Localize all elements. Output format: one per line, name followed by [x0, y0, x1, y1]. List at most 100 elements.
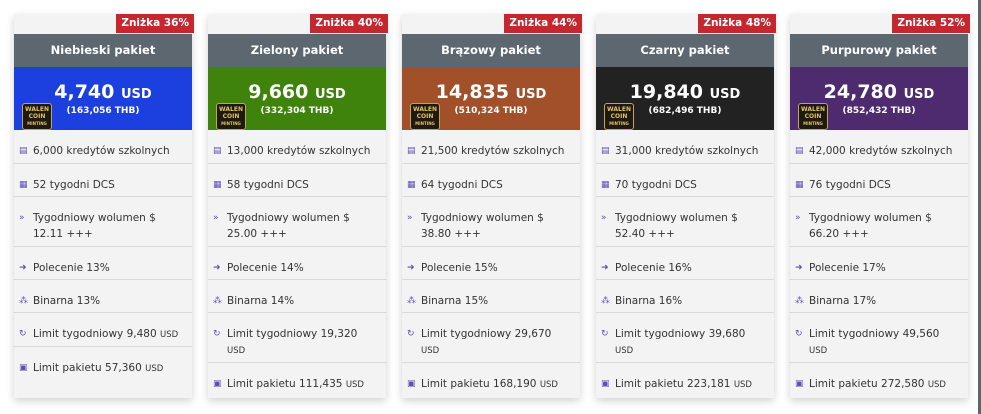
package-card-blue: Zniżka 36% Niebieski pakiet 4,740 USD (1…: [14, 14, 194, 398]
refresh-icon: ↻: [795, 329, 803, 339]
feature-weeks: ▦ 52 tygodni DCS: [14, 164, 192, 197]
price-thb: (682,496 THB): [648, 106, 722, 116]
refresh-icon: ↻: [19, 329, 27, 339]
walen-coin-logo: WALEN COIN MINTING: [410, 103, 440, 130]
coins-icon: ▤: [795, 146, 804, 156]
calendar-icon: ▦: [19, 180, 28, 190]
price-usd: 14,835 USD: [435, 81, 547, 103]
package-card-purple: Zniżka 52% Purpurowy pakiet 24,780 USD (…: [790, 14, 970, 398]
feature-credits: ▤ 13,000 kredytów szkolnych: [208, 130, 386, 164]
feature-binary: ⁂ Binarna 13%: [14, 280, 192, 313]
double-chevron-icon: »: [213, 213, 219, 223]
arrow-circle-icon: ➜: [19, 263, 27, 273]
arrow-circle-icon: ➜: [795, 263, 803, 273]
calendar-icon: ▦: [213, 180, 222, 190]
calendar-icon: ▦: [795, 180, 804, 190]
package-title: Zielony pakiet: [208, 34, 386, 67]
package-title: Czarny pakiet: [596, 34, 774, 67]
discount-badge: Zniżka 36%: [116, 14, 194, 33]
walen-coin-logo: WALEN COIN MINTING: [22, 103, 52, 130]
double-chevron-icon: »: [19, 213, 25, 223]
walen-coin-logo: WALEN COIN MINTING: [798, 103, 828, 130]
price-thb: (163,056 THB): [66, 106, 140, 116]
package-card-black: Zniżka 48% Czarny pakiet 19,840 USD (682…: [596, 14, 776, 398]
feature-referral: ➜ Polecenie 14%: [208, 247, 386, 280]
feature-volume: » Tygodniowy wolumen $38.80 +++: [402, 197, 580, 247]
feature-list: ▤ 21,500 kredytów szkolnych ▦ 64 tygodni D…: [402, 130, 580, 397]
feature-package-limit: ▣ Limit pakietu 57,360 USD: [19, 362, 164, 374]
double-chevron-icon: »: [601, 213, 607, 223]
feature-credits: ▤ 31,000 kredytów szkolnych: [596, 130, 774, 164]
double-chevron-icon: »: [407, 213, 413, 223]
sitemap-icon: ⁂: [19, 296, 28, 306]
feature-referral: ➜ Polecenie 13%: [14, 247, 192, 280]
price-usd: 19,840 USD: [629, 81, 741, 103]
feature-volume: » Tygodniowy wolumen $52.40 +++: [596, 197, 774, 247]
feature-list: ▤ 42,000 kredytów szkolnych ▦ 76 tygodni D…: [790, 130, 968, 397]
discount-badge: Zniżka 48%: [698, 14, 776, 33]
price-box: 9,660 USD (332,304 THB) WALEN COIN MINTING: [208, 67, 386, 130]
feature-credits: ▤ 6,000 kredytów szkolnych: [14, 130, 192, 164]
page-edge-bar: [978, 0, 981, 414]
money-icon: ▣: [795, 379, 804, 389]
sitemap-icon: ⁂: [601, 296, 610, 306]
feature-credits: ▤ 42,000 kredytów szkolnych: [790, 130, 968, 164]
price-thb: (852,432 THB): [842, 106, 916, 116]
coins-icon: ▤: [601, 146, 610, 156]
sitemap-icon: ⁂: [213, 296, 222, 306]
feature-binary: ⁂ Binarna 15%: [402, 280, 580, 313]
price-thb: (510,324 THB): [454, 106, 528, 116]
feature-weeks: ▦ 70 tygodni DCS: [596, 164, 774, 197]
feature-list: ▤ 6,000 kredytów szkolnych ▦ 52 tygodni DC…: [14, 130, 192, 397]
feature-weekly-limit: ↻ Limit tygodniowy 49,560 USD: [790, 313, 968, 363]
feature-package-limit: ▣ Limit pakietu 223,181 USD: [601, 378, 752, 390]
feature-referral: ➜ Polecenie 15%: [402, 247, 580, 280]
price-box: 24,780 USD (852,432 THB) WALEN COIN MINTIN…: [790, 67, 968, 130]
feature-volume: » Tygodniowy wolumen $66.20 +++: [790, 197, 968, 247]
money-icon: ▣: [407, 379, 416, 389]
feature-binary: ⁂ Binarna 17%: [790, 280, 968, 313]
feature-binary: ⁂ Binarna 14%: [208, 280, 386, 313]
package-card-brown: Zniżka 44% Brązowy pakiet 14,835 USD (51…: [402, 14, 582, 398]
discount-badge: Zniżka 52%: [892, 14, 970, 33]
money-icon: ▣: [601, 379, 610, 389]
package-list: Zniżka 36% Niebieski pakiet 4,740 USD (1…: [14, 14, 970, 398]
feature-binary: ⁂ Binarna 16%: [596, 280, 774, 313]
sitemap-icon: ⁂: [407, 296, 416, 306]
price-usd: 9,660 USD: [248, 81, 346, 103]
feature-list: ▤ 31,000 kredytów szkolnych ▦ 70 tygodni D…: [596, 130, 774, 397]
feature-weeks: ▦ 64 tygodni DCS: [402, 164, 580, 197]
feature-volume: » Tygodniowy wolumen $12.11 +++: [14, 197, 192, 247]
refresh-icon: ↻: [601, 329, 609, 339]
discount-badge: Zniżka 44%: [504, 14, 582, 33]
package-title: Niebieski pakiet: [14, 34, 192, 67]
feature-package-limit: ▣ Limit pakietu 272,580 USD: [795, 378, 946, 390]
feature-weekly-limit: ↻ Limit tygodniowy 9,480 USD: [14, 313, 192, 347]
calendar-icon: ▦: [407, 180, 416, 190]
package-title: Purpurowy pakiet: [790, 34, 968, 67]
price-box: 4,740 USD (163,056 THB) WALEN COIN MINTING: [14, 67, 192, 130]
coins-icon: ▤: [213, 146, 222, 156]
walen-coin-logo: WALEN COIN MINTING: [216, 103, 246, 130]
feature-credits: ▤ 21,500 kredytów szkolnych: [402, 130, 580, 164]
price-usd: 24,780 USD: [823, 81, 935, 103]
arrow-circle-icon: ➜: [407, 263, 415, 273]
arrow-circle-icon: ➜: [601, 263, 609, 273]
feature-volume: » Tygodniowy wolumen $25.00 +++: [208, 197, 386, 247]
price-usd: 4,740 USD: [54, 81, 152, 103]
price-box: 14,835 USD (510,324 THB) WALEN COIN MINTIN…: [402, 67, 580, 130]
feature-referral: ➜ Polecenie 17%: [790, 247, 968, 280]
coins-icon: ▤: [19, 146, 28, 156]
money-icon: ▣: [19, 363, 28, 373]
feature-weekly-limit: ↻ Limit tygodniowy 39,680 USD: [596, 313, 774, 363]
money-icon: ▣: [213, 379, 222, 389]
package-card-green: Zniżka 40% Zielony pakiet 9,660 USD (332…: [208, 14, 388, 398]
package-title: Brązowy pakiet: [402, 34, 580, 67]
feature-package-limit: ▣ Limit pakietu 111,435 USD: [213, 378, 364, 390]
coins-icon: ▤: [407, 146, 416, 156]
feature-weekly-limit: ↻ Limit tygodniowy 29,670 USD: [402, 313, 580, 363]
price-box: 19,840 USD (682,496 THB) WALEN COIN MINTIN…: [596, 67, 774, 130]
refresh-icon: ↻: [407, 329, 415, 339]
sitemap-icon: ⁂: [795, 296, 804, 306]
refresh-icon: ↻: [213, 329, 221, 339]
